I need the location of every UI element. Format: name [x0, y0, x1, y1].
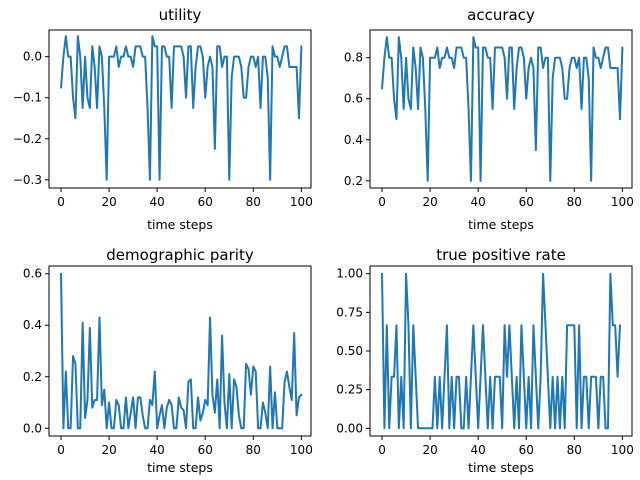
plot-frame — [48, 29, 312, 189]
x-ticks: 0 20 40 60 80 100 — [378, 188, 634, 209]
y-tick-label: 0.6 — [23, 267, 42, 281]
y-tick-label: 0.00 — [336, 421, 363, 435]
y-ticks: 0.0 0.2 0.4 0.6 — [23, 267, 49, 435]
x-tick-label: 20 — [422, 195, 437, 209]
panel-demographic-parity: demographic parity 0.0 0.2 0.4 0.6 0 20 40 60 8… — [23, 246, 313, 475]
panel-accuracy: accuracy 0.2 0.4 0.6 0.8 0 20 40 60 80 100 time … — [344, 6, 634, 232]
y-tick-label: −0.1 — [13, 91, 42, 105]
plot-frame — [369, 29, 633, 189]
panel-title: utility — [159, 6, 202, 24]
panel-utility: utility 0.0 −0.1 −0.2 −0.3 0 20 40 60 80 100 tim… — [13, 6, 313, 232]
y-tick-label: 0.75 — [336, 305, 363, 319]
series-line — [60, 272, 303, 430]
x-tick-label: 80 — [567, 443, 582, 457]
x-tick-label: 0 — [378, 443, 386, 457]
series-line — [60, 35, 303, 181]
x-tick-label: 60 — [519, 195, 534, 209]
y-tick-label: 0.0 — [23, 421, 42, 435]
x-tick-label: 100 — [611, 443, 634, 457]
x-tick-label: 40 — [471, 443, 486, 457]
x-axis-label: time steps — [147, 217, 213, 232]
y-tick-label: 0.2 — [344, 174, 363, 188]
x-axis-label: time steps — [147, 460, 213, 475]
x-tick-label: 0 — [57, 443, 65, 457]
series-line — [381, 36, 624, 182]
series-line — [381, 272, 621, 430]
x-tick-label: 20 — [101, 443, 116, 457]
x-ticks: 0 20 40 60 80 100 — [378, 436, 634, 457]
x-tick-label: 40 — [150, 443, 165, 457]
y-ticks: 0.0 −0.1 −0.2 −0.3 — [13, 50, 49, 187]
y-tick-label: 0.4 — [344, 133, 363, 147]
plot-frame — [48, 265, 312, 437]
panel-title: accuracy — [467, 6, 535, 24]
x-axis-label: time steps — [468, 460, 534, 475]
x-tick-label: 60 — [198, 195, 213, 209]
panel-title: demographic parity — [106, 246, 254, 264]
y-tick-label: 0.50 — [336, 344, 363, 358]
y-tick-label: 0.4 — [23, 318, 42, 332]
panel-title: true positive rate — [436, 246, 566, 264]
x-tick-label: 60 — [198, 443, 213, 457]
x-tick-label: 20 — [422, 443, 437, 457]
y-tick-label: −0.2 — [13, 132, 42, 146]
y-tick-label: 1.00 — [336, 267, 363, 281]
plot-frame — [369, 265, 633, 437]
y-tick-label: 0.2 — [23, 370, 42, 384]
x-tick-label: 100 — [290, 195, 313, 209]
y-tick-label: 0.6 — [344, 92, 363, 106]
y-ticks: 0.00 0.25 0.50 0.75 1.00 — [336, 267, 370, 435]
y-tick-label: 0.8 — [344, 51, 363, 65]
x-tick-label: 80 — [567, 195, 582, 209]
y-tick-label: −0.3 — [13, 173, 42, 187]
x-ticks: 0 20 40 60 80 100 — [57, 436, 313, 457]
x-tick-label: 60 — [519, 443, 534, 457]
y-tick-label: 0.25 — [336, 383, 363, 397]
x-tick-label: 40 — [150, 195, 165, 209]
x-tick-label: 100 — [611, 195, 634, 209]
x-tick-label: 0 — [57, 195, 65, 209]
x-tick-label: 20 — [101, 195, 116, 209]
y-tick-label: 0.0 — [23, 50, 42, 64]
x-tick-label: 100 — [290, 443, 313, 457]
x-tick-label: 80 — [246, 443, 261, 457]
x-tick-label: 80 — [246, 195, 261, 209]
x-tick-label: 40 — [471, 195, 486, 209]
panel-true-positive-rate: true positive rate 0.000.250.500.751.00 … — [336, 246, 634, 475]
x-tick-label: 0 — [378, 195, 386, 209]
x-ticks: 0 20 40 60 80 100 — [57, 188, 313, 209]
x-axis-label: time steps — [468, 217, 534, 232]
y-ticks: 0.2 0.4 0.6 0.8 — [344, 51, 370, 188]
